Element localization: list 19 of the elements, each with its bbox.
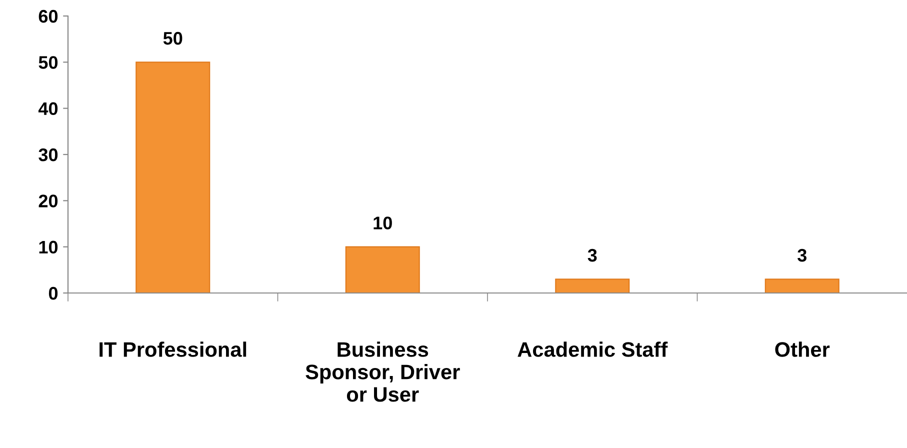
x-tick-label: Other	[775, 342, 830, 357]
bar	[555, 278, 630, 293]
y-tick-label: 30	[38, 148, 58, 162]
data-label: 3	[588, 248, 597, 262]
x-tick-label: Business Sponsor, Driver or User	[306, 342, 460, 402]
data-label: 3	[798, 248, 806, 262]
y-tick-label: 60	[38, 10, 58, 23]
data-label: 10	[374, 216, 392, 230]
data-label: 50	[163, 32, 182, 45]
bar	[136, 62, 210, 293]
bar	[764, 278, 840, 293]
x-tick-label: IT Professional	[100, 342, 246, 357]
bar	[345, 246, 420, 293]
y-tick-label: 20	[38, 194, 58, 208]
x-tick-label: Academic Staff	[518, 342, 668, 357]
y-tick-label: 0	[48, 286, 58, 300]
y-tick-label: 50	[38, 56, 58, 69]
y-tick-label: 10	[39, 240, 58, 254]
y-tick-label: 40	[38, 102, 58, 116]
